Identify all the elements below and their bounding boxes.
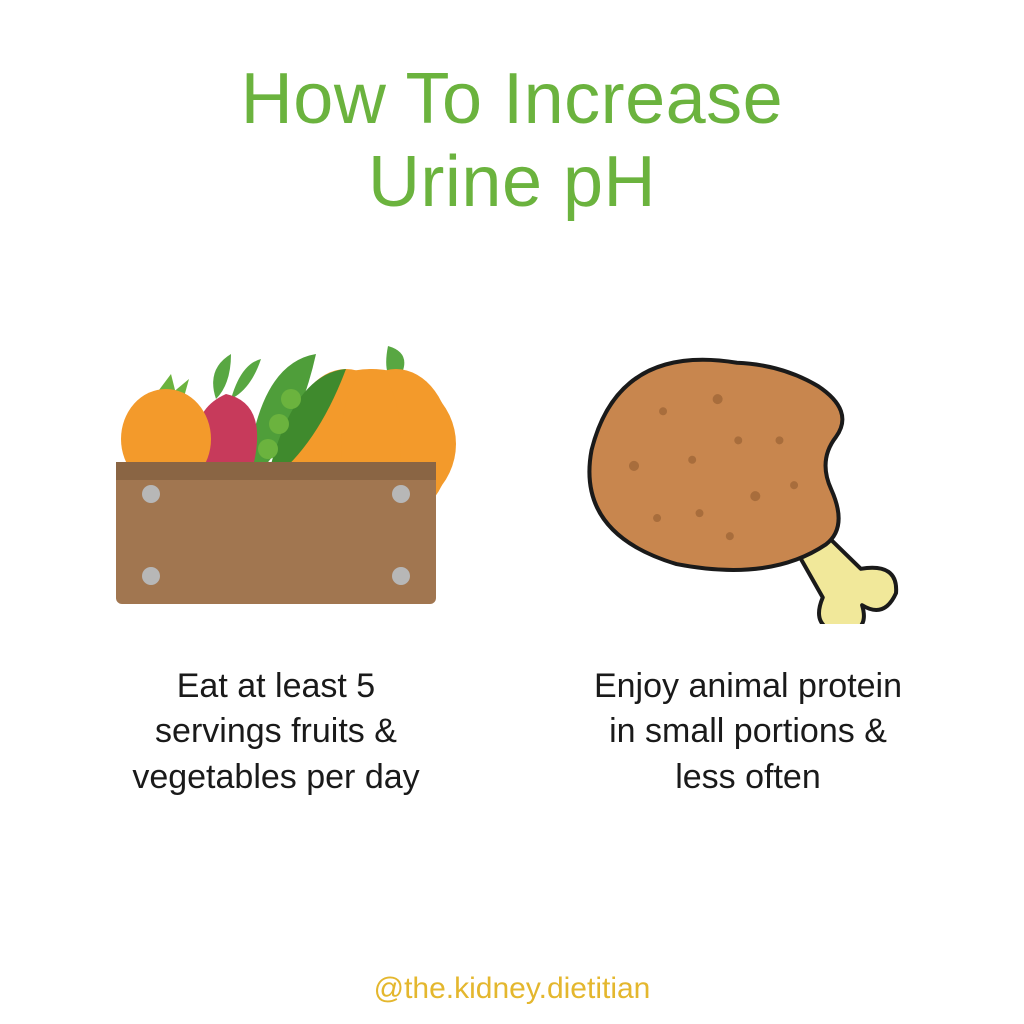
prot-caption-l3: less often xyxy=(675,758,821,796)
crate-icon xyxy=(116,462,436,604)
protein-caption: Enjoy animal protein in small portions &… xyxy=(574,664,922,802)
social-handle: @the.kidney.dietitian xyxy=(0,972,1024,1006)
vegetables-caption: Eat at least 5 servings fruits & vegetab… xyxy=(112,664,439,802)
drumstick-icon xyxy=(558,344,938,624)
content-columns: Eat at least 5 servings fruits & vegetab… xyxy=(0,344,1024,802)
veg-caption-l2: servings fruits & xyxy=(155,712,397,750)
title-line-2: Urine pH xyxy=(368,142,656,222)
veg-caption-l3: vegetables per day xyxy=(132,758,419,796)
title-line-1: How To Increase xyxy=(241,59,783,139)
column-vegetables: Eat at least 5 servings fruits & vegetab… xyxy=(64,344,489,802)
prot-caption-l2: in small portions & xyxy=(609,712,887,750)
page-title: How To Increase Urine pH xyxy=(241,58,783,224)
column-protein: Enjoy animal protein in small portions &… xyxy=(536,344,961,802)
vegetable-crate-icon xyxy=(96,344,456,624)
veg-caption-l1: Eat at least 5 xyxy=(177,667,375,705)
prot-caption-l1: Enjoy animal protein xyxy=(594,667,902,705)
